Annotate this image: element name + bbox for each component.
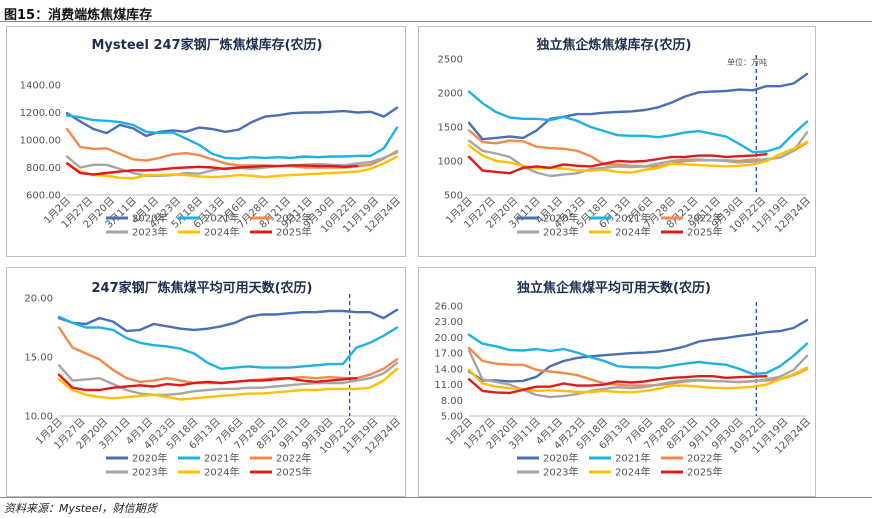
legend-label: 2020年	[543, 212, 578, 225]
legend-label: 2024年	[615, 226, 650, 239]
legend-label: 2023年	[132, 226, 167, 239]
series-line-2022年	[65, 127, 399, 169]
legend-label: 2021年	[615, 452, 650, 465]
series-line-2023年	[57, 361, 399, 396]
legend-label: 2022年	[687, 212, 722, 225]
y-tick-label: 17.00	[434, 349, 463, 360]
source-note: 资料来源：Mysteel，财信期货	[4, 502, 157, 515]
series-line-2024年	[57, 367, 399, 401]
series-line-2021年	[57, 315, 399, 370]
series-line-2024年	[65, 155, 399, 180]
legend-label: 2023年	[543, 226, 578, 239]
y-tick-label: 20.00	[434, 333, 463, 344]
unit-label: 单位：万吨	[727, 57, 767, 67]
series-line-2025年	[65, 162, 359, 176]
y-tick-label: 2500	[438, 55, 463, 66]
series-line-2020年	[65, 106, 399, 138]
y-tick-label: 1500	[438, 123, 463, 134]
legend-label: 2020年	[543, 452, 578, 465]
legend-label: 2021年	[204, 452, 239, 465]
legend-label: 2023年	[132, 466, 167, 479]
chart-panel-coking-plant-inventory: 独立焦企炼焦煤库存(农历) 单位：万吨 500 1000 1500 2000 2500 1月2…	[418, 26, 816, 257]
series-line-2022年	[57, 326, 399, 385]
legend-label: 2022年	[276, 452, 311, 465]
series-line-2021年	[467, 90, 809, 154]
series-line-2020年	[57, 308, 399, 333]
chart-panel-steel-mill-inventory: Mysteel 247家钢厂炼焦煤库存(农历) 600.00 800.00 1000.…	[6, 26, 406, 257]
chart-svg: 独立焦企焦煤平均可用天数(农历) 5.00 8.00 11.00 14.00 17.00 2…	[434, 280, 813, 479]
series-line-2025年	[467, 375, 768, 395]
legend-label: 2024年	[204, 226, 239, 239]
figure-title: 图15：消费端炼焦煤库存	[4, 8, 153, 23]
y-tick-label: 1400.00	[20, 81, 61, 92]
series-line-2021年	[467, 333, 809, 376]
legend-label: 2025年	[276, 466, 311, 479]
legend-label: 2021年	[615, 212, 650, 225]
y-tick-label: 26.00	[434, 302, 463, 313]
legend-label: 2020年	[132, 452, 167, 465]
chart-svg: 247家钢厂炼焦煤平均可用天数(农历)10.0015.0020.001月2日1月…	[24, 280, 403, 479]
chart-svg: 独立焦企炼焦煤库存(农历)单位：万吨50010001500200025001月2…	[438, 37, 814, 239]
legend-label: 2020年	[132, 212, 167, 225]
chart-title: 独立焦企焦煤平均可用天数(农历)	[517, 280, 711, 296]
series-line-2025年	[467, 153, 768, 175]
y-tick-label: 14.00	[434, 364, 463, 375]
y-tick-label: 15.00	[24, 353, 53, 364]
y-tick-label: 23.00	[434, 317, 463, 328]
legend-label: 2022年	[687, 452, 722, 465]
legend-label: 2022年	[276, 212, 311, 225]
series-line-2025年	[57, 373, 358, 392]
y-tick-label: 1000.00	[20, 136, 61, 147]
y-tick-label: 1000	[438, 157, 463, 168]
title-divider	[0, 21, 872, 22]
chart-title: Mysteel 247家钢厂炼焦煤库存(农历)	[92, 37, 323, 53]
chart-panel-steel-mill-days: 247家钢厂炼焦煤平均可用天数(农历) 10.00 15.00 20.00 1月2日 1月…	[6, 267, 406, 497]
y-tick-label: 11.00	[434, 380, 463, 391]
legend-label: 2024年	[204, 466, 239, 479]
chart-svg: Mysteel 247家钢厂炼焦煤库存(农历) 600.00 800.00 1000.…	[20, 37, 403, 239]
legend-label: 2021年	[204, 212, 239, 225]
legend-label: 2025年	[276, 226, 311, 239]
series-line-2021年	[65, 114, 399, 160]
y-tick-label: 8.00	[441, 396, 463, 407]
y-tick-label: 2000	[438, 89, 463, 100]
series-line-2020年	[467, 318, 809, 383]
y-tick-label: 600.00	[26, 191, 61, 202]
series-line-2024年	[467, 140, 809, 174]
legend-label: 2023年	[543, 466, 578, 479]
y-tick-label: 5.00	[441, 412, 463, 423]
series-line-2020年	[467, 72, 809, 141]
chart-title: 独立焦企炼焦煤库存(农历)	[537, 37, 692, 53]
y-tick-label: 10.00	[24, 412, 53, 423]
legend-label: 2025年	[687, 466, 722, 479]
y-tick-label: 1200.00	[20, 108, 61, 119]
legend-label: 2025年	[687, 226, 722, 239]
footer-divider	[0, 497, 872, 498]
y-tick-label: 20.00	[24, 294, 53, 305]
y-tick-label: 500	[444, 191, 463, 202]
chart-panel-coking-plant-days: 独立焦企焦煤平均可用天数(农历) 5.00 8.00 11.00 14.00 17.00 2…	[418, 267, 816, 497]
legend-label: 2024年	[615, 466, 650, 479]
chart-title: 247家钢厂炼焦煤平均可用天数(农历)	[91, 280, 312, 296]
y-tick-label: 800.00	[26, 163, 61, 174]
